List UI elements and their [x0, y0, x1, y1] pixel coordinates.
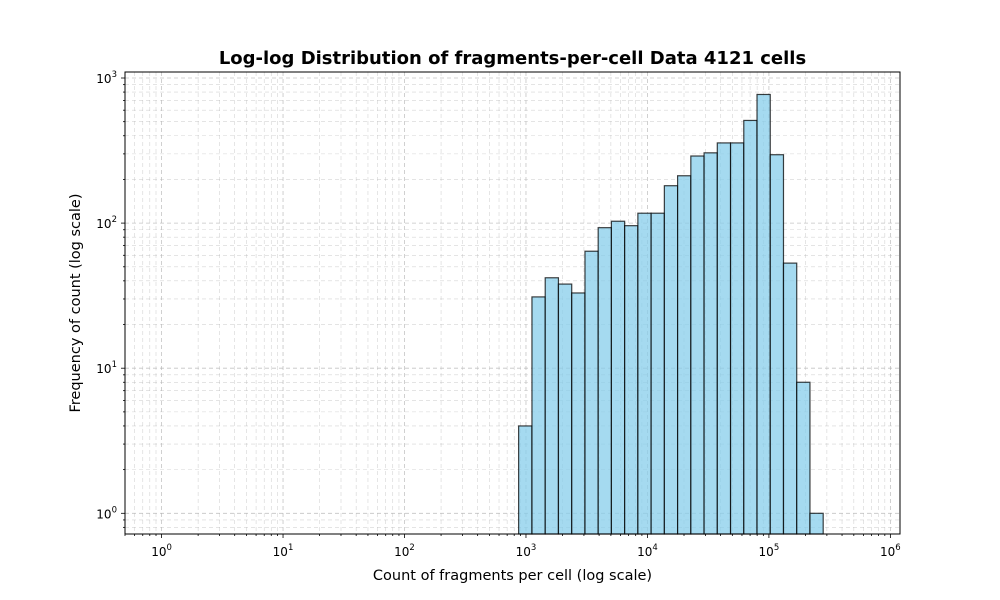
histogram-bar [690, 155, 705, 535]
axis-ticks: 100 101 102 103 104 105 106 100 101 102 103 [96, 70, 900, 559]
histogram-bar [729, 142, 745, 535]
histogram-bar [610, 220, 626, 535]
histogram-bar [597, 227, 613, 535]
histogram-bar [769, 154, 785, 535]
x-tick-label: 106 [880, 543, 901, 559]
x-tick-label: 102 [394, 543, 415, 559]
x-tick-label: 104 [637, 543, 658, 559]
y-tick-label: 101 [96, 360, 117, 376]
histogram-bar [809, 512, 824, 535]
histogram-bar [676, 175, 692, 535]
histogram-bar [663, 185, 679, 535]
histogram-bar [650, 212, 665, 535]
histogram-bar [557, 283, 573, 535]
x-axis-label: Count of fragments per cell (log scale) [373, 568, 652, 584]
x-tick-label: 103 [516, 543, 537, 559]
histogram-bar [743, 119, 758, 535]
histogram-bar [756, 93, 771, 535]
histogram-bar [624, 225, 639, 535]
chart-title: Log-log Distribution of fragments-per-ce… [219, 48, 806, 69]
histogram-bar [716, 142, 732, 535]
plot-frame [124, 71, 901, 535]
y-axis-label: Frequency of count (log scale) [68, 193, 84, 412]
y-tick-label: 102 [96, 215, 117, 231]
histogram-bar [571, 292, 586, 535]
histogram-bar [531, 296, 546, 535]
histogram-bar [637, 212, 652, 535]
histogram-bar [518, 425, 533, 535]
x-tick-label: 101 [273, 543, 294, 559]
histogram-bar [544, 277, 560, 535]
y-tick-label: 100 [96, 505, 117, 521]
histogram-bar [584, 250, 599, 535]
y-tick-label: 103 [96, 70, 117, 86]
x-tick-label: 105 [759, 543, 780, 559]
x-tick-label: 100 [151, 543, 172, 559]
histogram-bar [796, 381, 811, 535]
histogram-bar [703, 152, 718, 535]
histogram-bar [782, 262, 798, 535]
